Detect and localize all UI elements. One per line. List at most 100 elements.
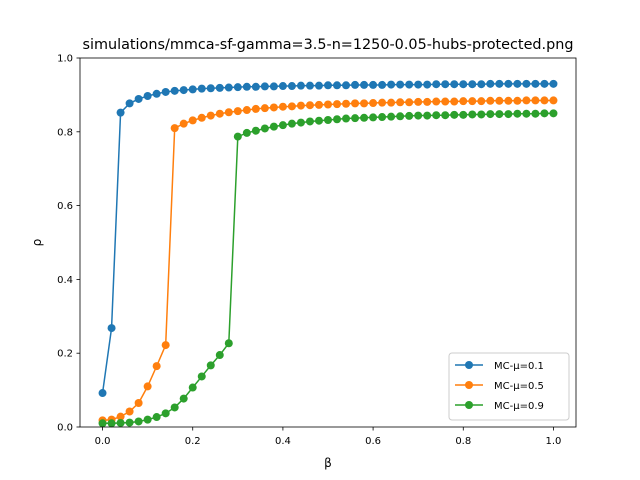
data-point: [513, 79, 522, 88]
data-point: [531, 109, 540, 118]
data-point: [206, 361, 215, 370]
data-point: [396, 112, 405, 121]
x-tick-label: 1.0: [546, 436, 562, 447]
data-point: [152, 89, 161, 98]
y-tick-label: 0.2: [57, 349, 73, 360]
data-point: [206, 111, 215, 120]
data-point: [324, 115, 332, 124]
data-point: [170, 403, 179, 412]
data-point: [242, 82, 251, 91]
legend-label: MC-μ=0.1: [494, 361, 544, 372]
data-point: [495, 96, 504, 105]
series-3: [98, 109, 558, 428]
data-point: [260, 104, 269, 113]
data-point: [369, 113, 378, 122]
data-point: [423, 111, 432, 120]
data-point: [260, 124, 269, 133]
data-point: [305, 117, 314, 126]
legend-marker: [465, 381, 473, 389]
data-point: [161, 409, 170, 418]
data-point: [287, 119, 296, 128]
data-point: [549, 96, 558, 105]
legend-marker: [465, 401, 473, 409]
data-point: [179, 394, 188, 403]
data-point: [387, 80, 396, 89]
data-point: [287, 102, 296, 111]
data-point: [477, 110, 486, 119]
plot-frame: [79, 57, 577, 428]
data-point: [206, 84, 215, 93]
y-tick-label: 0.0: [57, 423, 73, 434]
data-point: [278, 82, 287, 91]
data-point: [387, 112, 396, 121]
data-point: [405, 111, 414, 120]
data-point: [369, 80, 378, 89]
data-point: [531, 79, 540, 88]
data-point: [233, 132, 242, 141]
data-point: [215, 351, 224, 360]
data-point: [296, 118, 305, 127]
data-point: [369, 99, 378, 108]
legend-label: MC-μ=0.5: [494, 381, 544, 392]
data-point: [486, 96, 495, 105]
data-point: [540, 79, 549, 88]
data-point: [143, 92, 152, 101]
data-point: [170, 86, 179, 95]
data-point: [161, 341, 170, 350]
data-point: [522, 109, 531, 118]
data-point: [125, 418, 134, 427]
legend-marker: [465, 361, 473, 369]
data-point: [423, 80, 432, 89]
data-point: [396, 80, 405, 89]
data-point: [549, 79, 558, 88]
data-point: [468, 80, 477, 89]
legend: MC-μ=0.1 MC-μ=0.5 MC-μ=0.9: [448, 352, 570, 421]
data-point: [450, 110, 459, 119]
data-point: [540, 96, 549, 105]
data-point: [414, 111, 423, 120]
data-point: [450, 80, 459, 89]
data-point: [224, 339, 233, 348]
data-point: [504, 79, 513, 88]
data-point: [351, 80, 360, 89]
data-point: [342, 99, 351, 108]
data-point: [152, 362, 161, 371]
data-point: [360, 99, 369, 108]
data-point: [405, 80, 414, 89]
data-point: [423, 97, 432, 106]
data-point: [116, 108, 125, 117]
data-point: [305, 81, 314, 90]
data-point: [269, 82, 278, 91]
data-point: [531, 96, 540, 105]
series-layer: [98, 79, 558, 428]
data-point: [314, 116, 323, 125]
data-point: [134, 417, 143, 426]
data-point: [450, 97, 459, 106]
data-point: [107, 324, 116, 333]
data-point: [360, 80, 369, 89]
data-point: [116, 418, 125, 427]
data-point: [459, 97, 468, 106]
data-point: [278, 102, 287, 111]
data-point: [269, 103, 278, 112]
series-2: [98, 96, 558, 425]
legend-label: MC-μ=0.9: [494, 401, 544, 412]
data-point: [477, 97, 486, 106]
data-point: [324, 81, 332, 90]
data-point: [342, 114, 351, 123]
data-point: [233, 83, 242, 92]
data-point: [98, 419, 107, 428]
data-point: [522, 96, 531, 105]
data-point: [305, 101, 314, 110]
data-point: [441, 111, 450, 120]
data-point: [233, 107, 242, 116]
y-tick-label: 1.0: [57, 54, 73, 65]
data-point: [333, 81, 342, 90]
data-point: [188, 116, 197, 125]
data-point: [278, 121, 287, 130]
y-axis: 0.0 0.2 0.4 0.6 0.8 1.0: [57, 54, 80, 434]
data-point: [333, 100, 342, 109]
data-point: [296, 81, 305, 90]
data-point: [441, 97, 450, 106]
